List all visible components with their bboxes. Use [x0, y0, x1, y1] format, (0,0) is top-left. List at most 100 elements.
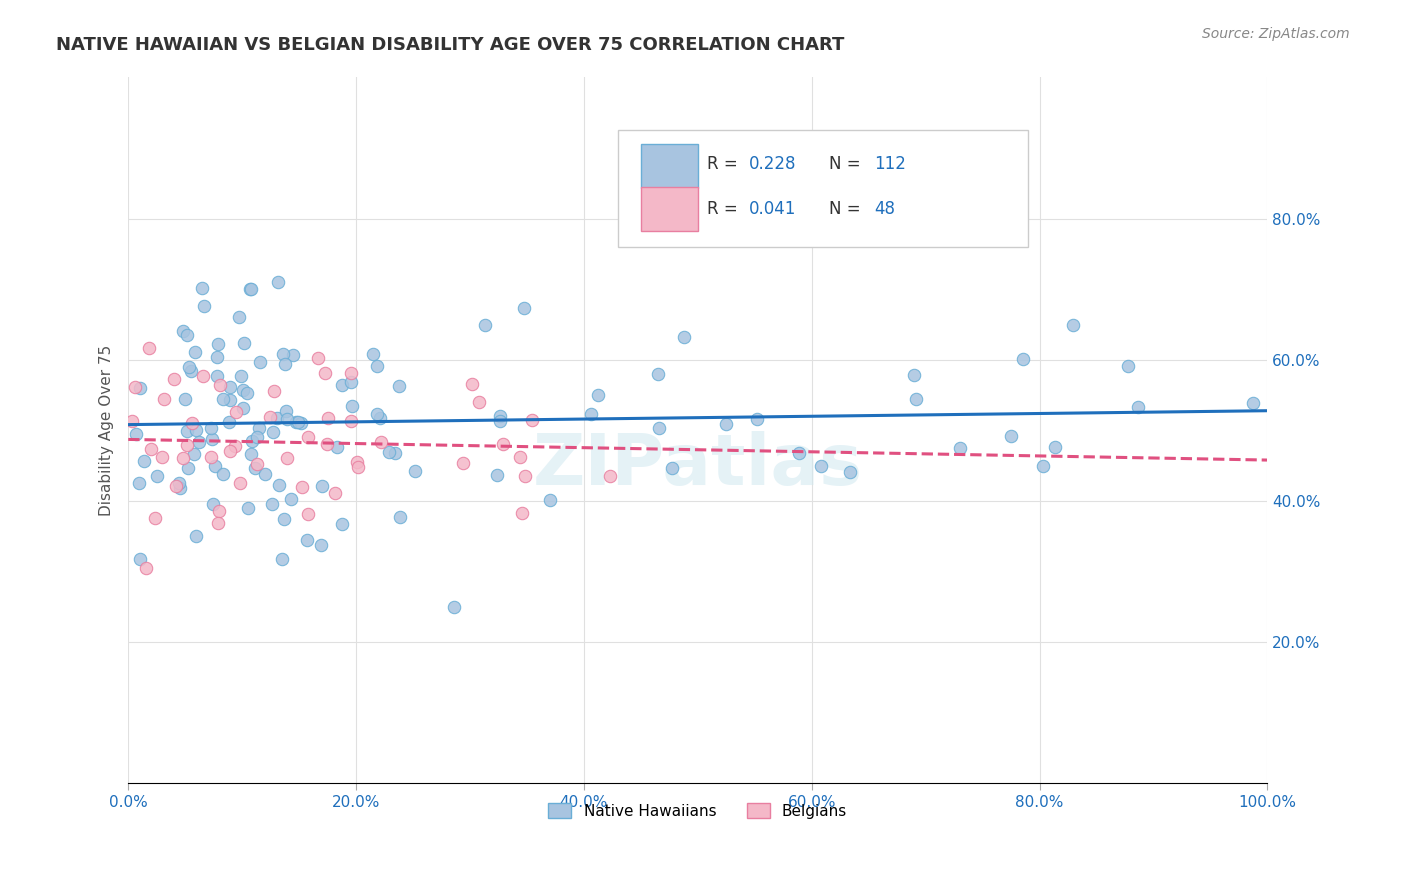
Point: [297, 430, 319, 444]
Point: [187, 434, 209, 449]
Point: [146, 468, 169, 483]
Point: [443, 600, 465, 615]
Point: [239, 282, 262, 296]
Text: N =: N =: [828, 200, 866, 218]
Point: [281, 348, 304, 362]
Point: [276, 451, 298, 466]
Point: [284, 415, 307, 429]
Point: [219, 380, 242, 394]
Point: [135, 561, 157, 575]
Point: [239, 447, 262, 461]
Point: [129, 381, 152, 395]
Point: [173, 392, 195, 406]
Point: [212, 392, 235, 406]
Point: [169, 481, 191, 495]
Point: [1012, 351, 1035, 366]
Point: [139, 442, 162, 456]
Point: [163, 372, 186, 386]
Point: [290, 416, 312, 430]
Point: [332, 378, 354, 392]
Text: 112: 112: [875, 154, 907, 172]
Point: [245, 430, 267, 444]
Point: [314, 366, 336, 380]
Legend: Native Hawaiians, Belgians: Native Hawaiians, Belgians: [543, 797, 853, 825]
Point: [579, 408, 602, 422]
Point: [150, 450, 173, 465]
Point: [263, 384, 285, 399]
Point: [236, 385, 259, 400]
Point: [1116, 359, 1139, 373]
Point: [180, 417, 202, 431]
Point: [346, 459, 368, 474]
Point: [262, 425, 284, 440]
Point: [205, 369, 228, 384]
Point: [747, 411, 769, 425]
Text: Source: ZipAtlas.com: Source: ZipAtlas.com: [1202, 27, 1350, 41]
Point: [184, 344, 207, 359]
Point: [599, 468, 621, 483]
Point: [212, 467, 235, 481]
Point: [1043, 440, 1066, 454]
Point: [387, 379, 409, 393]
Point: [208, 504, 231, 518]
Point: [172, 450, 194, 465]
Point: [368, 411, 391, 425]
Point: [330, 516, 353, 531]
Point: [134, 454, 156, 468]
Point: [520, 413, 543, 427]
Point: [370, 434, 392, 449]
Point: [238, 500, 260, 515]
Point: [259, 409, 281, 424]
Point: [311, 479, 333, 493]
Point: [247, 421, 270, 435]
Point: [124, 379, 146, 393]
Point: [280, 491, 302, 506]
Point: [716, 417, 738, 431]
Point: [378, 444, 401, 458]
Point: [270, 552, 292, 566]
Text: 0.041: 0.041: [749, 200, 796, 218]
Point: [202, 498, 225, 512]
Point: [361, 347, 384, 361]
Point: [218, 443, 240, 458]
Text: R =: R =: [707, 154, 742, 172]
Point: [340, 375, 363, 389]
Point: [232, 335, 254, 350]
Point: [325, 486, 347, 500]
Text: R =: R =: [707, 200, 742, 218]
Point: [384, 445, 406, 459]
Point: [219, 393, 242, 408]
Point: [949, 441, 972, 455]
Point: [207, 337, 229, 351]
Point: [176, 437, 198, 451]
Point: [468, 395, 491, 409]
Point: [177, 461, 200, 475]
Point: [228, 310, 250, 324]
Point: [240, 434, 263, 448]
Point: [183, 447, 205, 461]
Point: [488, 409, 510, 423]
Point: [232, 401, 254, 415]
Point: [121, 414, 143, 428]
Point: [366, 408, 388, 422]
Point: [297, 507, 319, 521]
Point: [661, 461, 683, 475]
Point: [254, 467, 277, 482]
Point: [200, 421, 222, 435]
Point: [513, 301, 536, 315]
Point: [538, 492, 561, 507]
Point: [648, 421, 671, 435]
Point: [291, 480, 314, 494]
Point: [315, 437, 337, 451]
Point: [186, 423, 208, 437]
Point: [647, 367, 669, 381]
Point: [218, 415, 240, 429]
Point: [207, 350, 229, 364]
Point: [1126, 400, 1149, 414]
Point: [340, 399, 363, 413]
Point: [128, 551, 150, 566]
Point: [810, 459, 832, 474]
Point: [339, 366, 361, 380]
FancyBboxPatch shape: [619, 130, 1028, 247]
Point: [492, 437, 515, 451]
